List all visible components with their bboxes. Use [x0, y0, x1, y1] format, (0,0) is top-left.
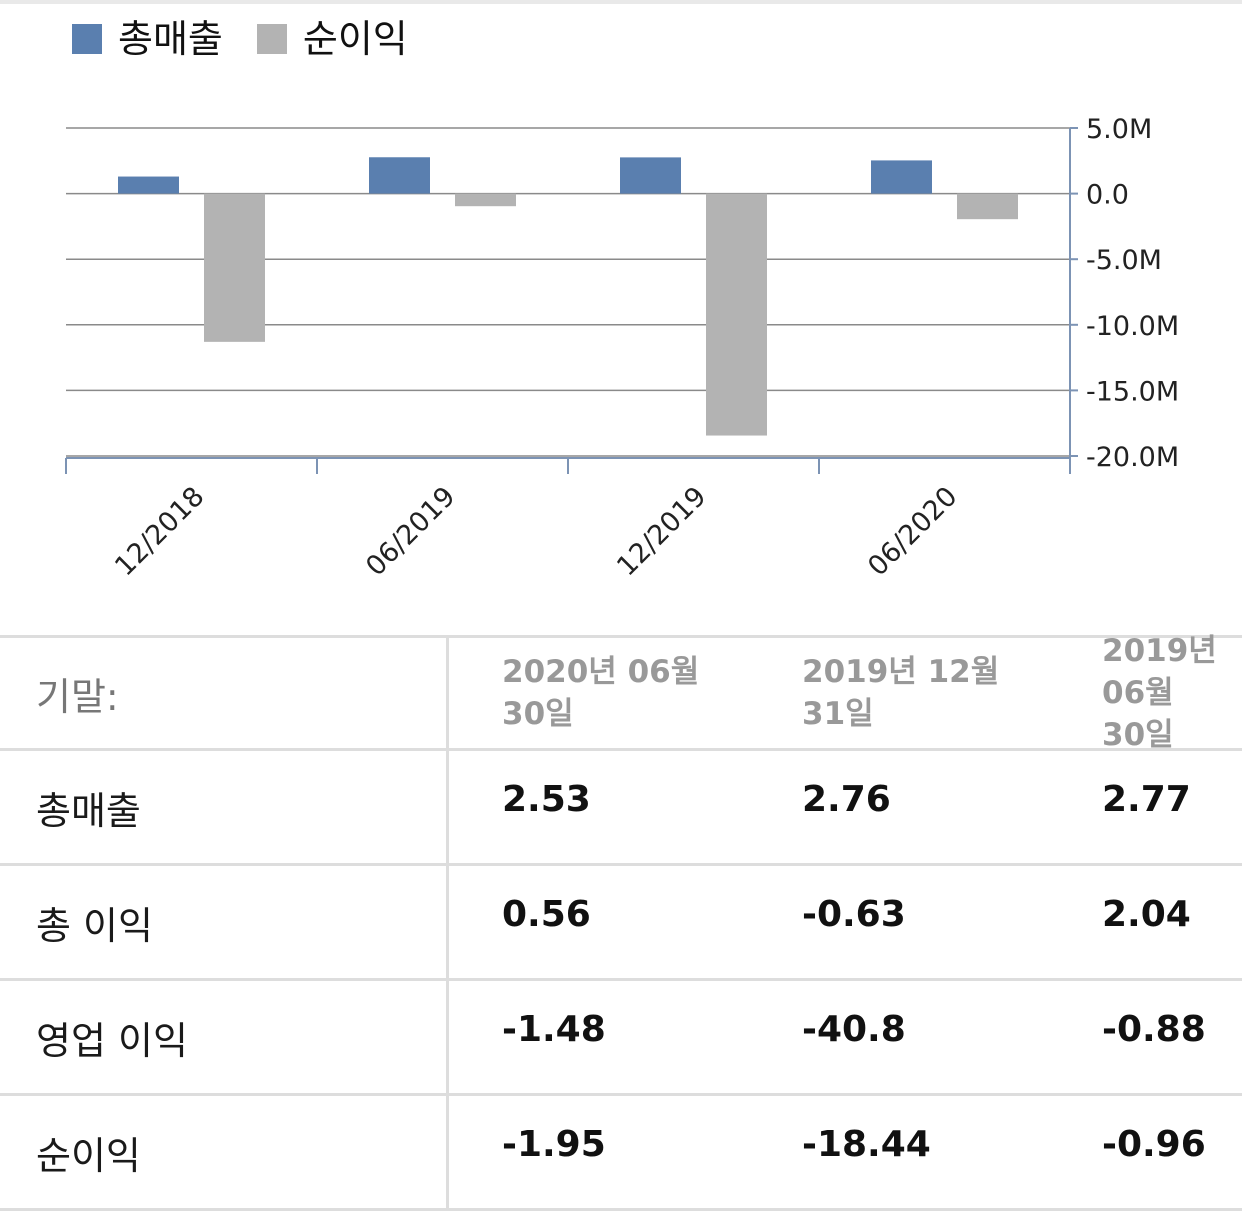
- row-label: 총매출: [36, 788, 141, 833]
- chart-legend: 총매출 순이익: [72, 14, 442, 64]
- table-cell: 2.04: [1102, 893, 1191, 935]
- column-divider: [446, 1096, 449, 1208]
- legend-swatch-revenue: [72, 24, 102, 54]
- financials-table: 기말: 2020년 06월 30일 2019년 12월 31일 2019년 06…: [0, 633, 1242, 1211]
- table-row-revenue: 총매출 2.53 2.76 2.77: [0, 751, 1242, 866]
- bar-revenue: [620, 157, 681, 194]
- column-divider: [446, 981, 449, 1093]
- x-tick-label: 12/2018: [109, 481, 210, 582]
- y-tick-label: 0.0: [1086, 180, 1129, 211]
- row-label: 영업 이익: [36, 1018, 188, 1063]
- table-cell: -18.44: [802, 1123, 931, 1165]
- table-cell: -1.48: [502, 1008, 606, 1050]
- table-header-row: 기말: 2020년 06월 30일 2019년 12월 31일 2019년 06…: [0, 633, 1242, 753]
- table-cell: 0.56: [502, 893, 591, 935]
- column-header: 2019년 06월 30일: [1102, 633, 1217, 753]
- table-cell: 2.77: [1102, 778, 1191, 820]
- y-tick-label: 5.0M: [1086, 114, 1152, 145]
- x-tick-label: 06/2019: [360, 481, 461, 582]
- column-divider: [446, 866, 449, 978]
- bar-net-income: [957, 193, 1018, 220]
- row-label: 순이익: [36, 1133, 141, 1178]
- y-tick-label: -5.0M: [1086, 245, 1162, 276]
- column-header: 2019년 12월 31일: [802, 654, 1000, 732]
- column-divider: [446, 638, 449, 748]
- bar-net-income: [706, 193, 767, 436]
- column-header: 2020년 06월 30일: [502, 654, 700, 732]
- x-tick-label: 12/2019: [611, 481, 712, 582]
- period-label: 기말:: [36, 674, 119, 719]
- table-cell: -0.88: [1102, 1008, 1206, 1050]
- x-tick-label: 06/2020: [862, 481, 963, 582]
- legend-label-revenue: 총매출: [118, 17, 223, 61]
- legend-item-revenue: 총매출: [72, 14, 223, 64]
- top-divider: [0, 0, 1242, 4]
- y-tick-label: -20.0M: [1086, 442, 1179, 473]
- bar-net-income: [455, 193, 516, 207]
- row-label: 총 이익: [36, 903, 153, 948]
- table-cell: 2.76: [802, 778, 891, 820]
- bar-revenue: [871, 160, 932, 194]
- table-row-gross-profit: 총 이익 0.56 -0.63 2.04: [0, 866, 1242, 981]
- table-cell: -0.96: [1102, 1123, 1206, 1165]
- table-cell: -40.8: [802, 1008, 906, 1050]
- table-cell: -1.95: [502, 1123, 606, 1165]
- table-row-operating-income: 영업 이익 -1.48 -40.8 -0.88: [0, 981, 1242, 1096]
- bar-chart: 5.0M 0.0 -5.0M -10.0M -15.0M -20.0M 12/2018 06/…: [65, 114, 1179, 582]
- table-cell: 2.53: [502, 778, 591, 820]
- legend-label-net-income: 순이익: [302, 17, 408, 61]
- y-tick-label: -10.0M: [1086, 311, 1179, 342]
- legend-item-net-income: 순이익: [256, 14, 408, 64]
- bar-revenue: [369, 157, 430, 194]
- legend-swatch-net-income: [256, 24, 287, 54]
- y-tick-label: -15.0M: [1086, 376, 1179, 407]
- bar-revenue: [118, 176, 179, 194]
- table-row-net-income: 순이익 -1.95 -18.44 -0.96: [0, 1096, 1242, 1211]
- bar-net-income: [204, 193, 265, 342]
- table-cell: -0.63: [802, 893, 906, 935]
- column-divider: [446, 751, 449, 863]
